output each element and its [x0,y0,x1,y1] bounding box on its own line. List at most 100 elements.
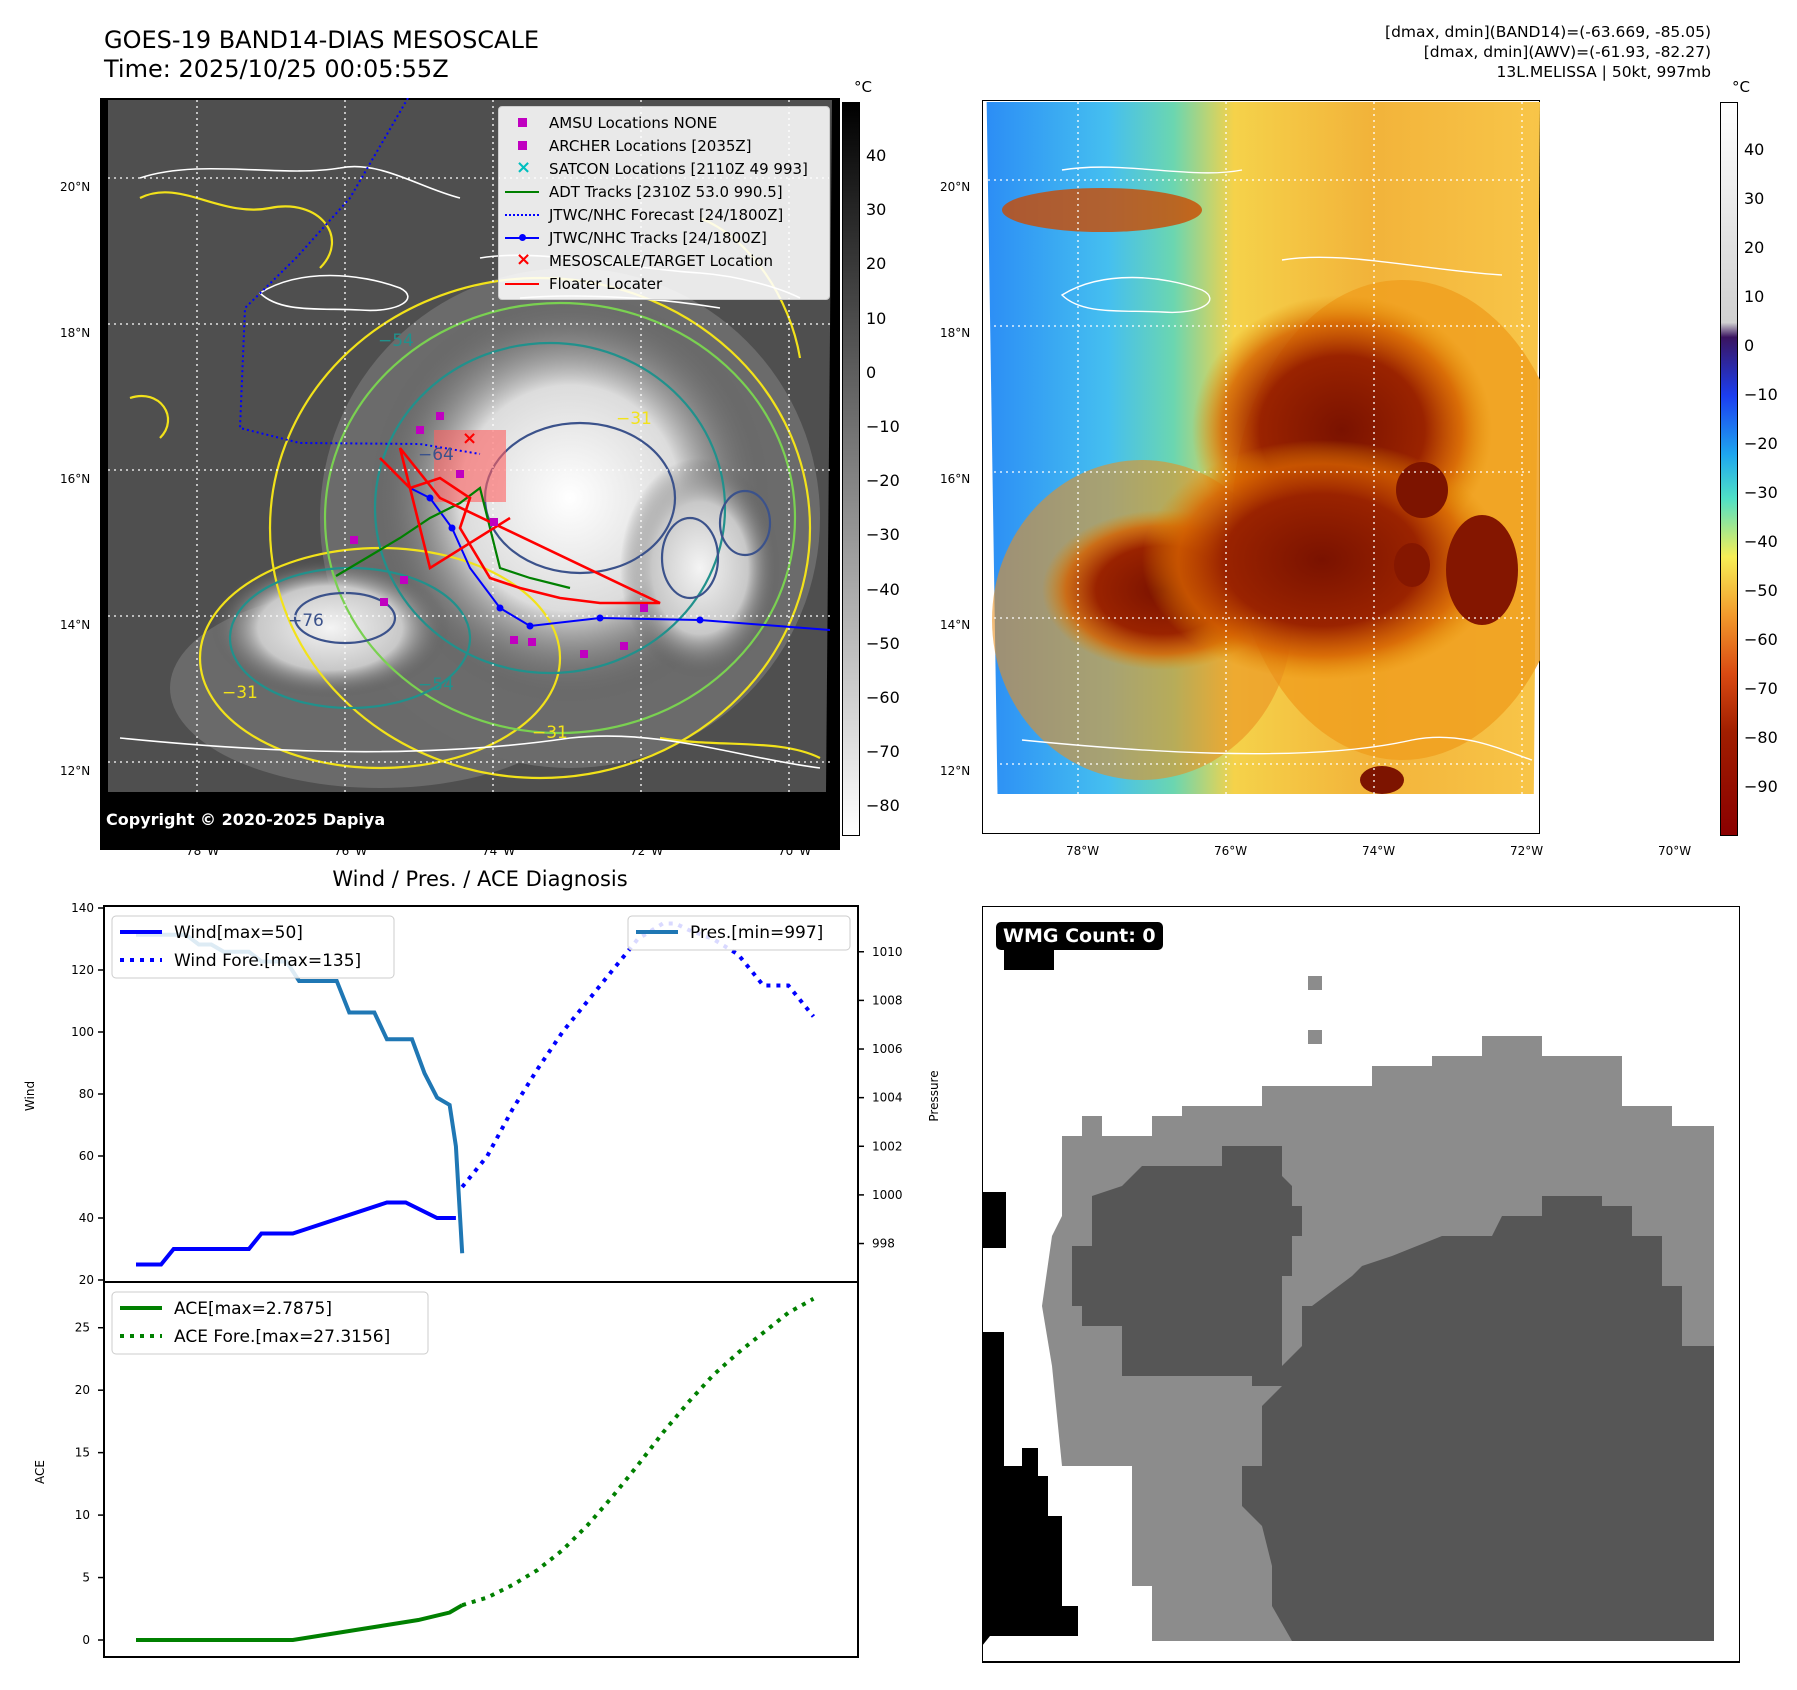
wmg-region-dark-2 [1242,1196,1714,1641]
map-legend: AMSU Locations NONE ARCHER Locations [203… [498,106,830,300]
color-colorbar-tick: −10 [1744,385,1778,404]
legend-label: AMSU Locations NONE [549,114,718,132]
lat-tick: 18°N [940,326,971,340]
adt-track [335,486,571,590]
legend-marker-icon [505,182,539,202]
legend-label: JTWC/NHC Forecast [24/1800Z] [549,206,784,224]
wind-tick-label: 20 [79,1273,94,1287]
color-colorbar-tick: −90 [1744,777,1778,796]
ace-tick-label: 15 [75,1446,90,1460]
ace-forecast-line [461,1297,815,1608]
color-colorbar-tick: 10 [1744,287,1765,306]
wind-tick-label: 80 [79,1087,94,1101]
diagnosis-title: Wind / Pres. / ACE Diagnosis [332,867,627,891]
lon-tick: 72°W [1510,844,1544,858]
ace-tick-label: 10 [75,1508,90,1522]
gray-colorbar-tick: −20 [866,471,900,491]
lon-tick: 76°W [1214,844,1248,858]
wind-legend-label: Wind[max=50] [174,923,303,943]
wind-tick-label: 120 [71,963,94,977]
lon-tick: 76°W [334,844,368,858]
legend-entry: ADT Tracks [2310Z 53.0 990.5] [505,182,783,202]
wind-axis-label: Wind [23,1081,37,1111]
diagnosis-chart: Wind / Pres. / ACE Diagnosis Wind Pressu… [23,867,940,1658]
color-colorbar-unit: °C [1732,78,1750,96]
gray-colorbar-tick: −80 [866,796,900,816]
legend-entry: ARCHER Locations [2035Z] [505,136,752,156]
legend-label: ARCHER Locations [2035Z] [549,137,752,155]
lat-tick: 18°N [60,326,91,340]
contour-label: −76 [288,611,324,631]
legend-label: JTWC/NHC Tracks [24/1800Z] [549,229,767,247]
color-colorbar-tick: 30 [1744,189,1765,208]
legend-marker-icon [505,113,539,133]
ace-tick-label: 25 [75,1321,90,1335]
ace-series-line [136,1603,464,1643]
stats-line-1: [dmax, dmin](BAND14)=(-63.669, -85.05) [1385,23,1711,41]
contour-label: −31 [222,683,258,703]
pressure-tick-label: 1004 [872,1091,903,1105]
pressure-tick-label: 998 [872,1237,895,1251]
lon-tick: 74°W [482,844,516,858]
contour-label: −31 [532,723,568,743]
legend-entry: × SATCON Locations [2110Z 49 993] [505,157,808,179]
title-line-1: GOES-19 BAND14-DIAS MESOSCALE [104,26,540,54]
wind-forecast-legend-label: Wind Fore.[max=135] [174,951,361,971]
legend-label: ADT Tracks [2310Z 53.0 990.5] [549,183,783,201]
gray-colorbar-tick: 0 [866,362,877,382]
gray-colorbar-tick: 40 [866,146,887,165]
wmg-region-dark-1 [1072,1146,1302,1386]
wind-series-line [136,1200,456,1267]
lon-tick: 78°W [186,844,220,858]
legend-marker-icon: × [516,157,532,178]
color-colorbar-tick: 0 [1744,336,1755,355]
wind-legend-box [111,915,395,979]
wmg-count-badge: WMG Count: 0 [996,922,1163,950]
color-colorbar-tick: 40 [1744,140,1765,159]
lat-tick: 20°N [60,180,91,194]
gray-colorbar [842,102,860,836]
gray-colorbar-tick: −30 [866,525,900,545]
contour-label: −64 [418,445,454,465]
pressure-legend-box [627,915,851,951]
lat-tick: 14°N [60,618,91,632]
color-colorbar-tick: −80 [1744,728,1778,747]
color-colorbar-tick: −60 [1744,630,1778,649]
gray-colorbar-tick: −50 [866,633,900,653]
lat-tick: 16°N [940,472,971,486]
pressure-tick-label: 1006 [872,1042,903,1056]
legend-entry: JTWC/NHC Forecast [24/1800Z] [505,205,783,225]
pressure-tick-label: 1008 [872,993,903,1007]
color-colorbar-tick: −50 [1744,581,1778,600]
pressure-axis-label: Pressure [927,1070,940,1121]
legend-marker-icon [505,228,539,248]
color-colorbar-tick: −70 [1744,679,1778,698]
ace-legend-box [111,1291,429,1355]
ace-tick-label: 20 [75,1383,90,1397]
floater-locater-track [379,447,661,605]
gray-colorbar-tick: 30 [866,200,887,220]
legend-entry: AMSU Locations NONE [505,113,717,133]
gray-colorbar-tick: 20 [866,254,887,274]
ace-tick-label: 5 [82,1571,90,1585]
legend-entry: × MESOSCALE/TARGET Location [505,249,774,271]
legend-label: MESOSCALE/TARGET Location [549,252,774,270]
color-colorbar-tick: −40 [1744,532,1778,551]
color-awv-map [982,100,1540,834]
gray-colorbar-unit: °C [854,78,872,96]
gray-colorbar-tick: −40 [866,579,900,599]
pressure-tick-label: 1002 [872,1139,903,1153]
legend-entry: JTWC/NHC Tracks [24/1800Z] [505,228,767,248]
pressure-legend-label: Pres.[min=997] [690,923,823,943]
wmg-black-2 [982,1192,1006,1248]
wind-tick-label: 40 [79,1211,94,1225]
contour-label: −31 [616,409,652,429]
ace-axis-label: ACE [33,1460,47,1484]
wind-tick-label: 60 [79,1149,94,1163]
ace-tick-label: 0 [82,1633,90,1647]
copyright-text: Copyright © 2020-2025 Dapiya [106,810,386,829]
lon-tick: 78°W [1066,844,1100,858]
lon-tick: 74°W [1362,844,1396,858]
lat-tick: 14°N [940,618,971,632]
color-colorbar-tick: −20 [1744,434,1778,453]
